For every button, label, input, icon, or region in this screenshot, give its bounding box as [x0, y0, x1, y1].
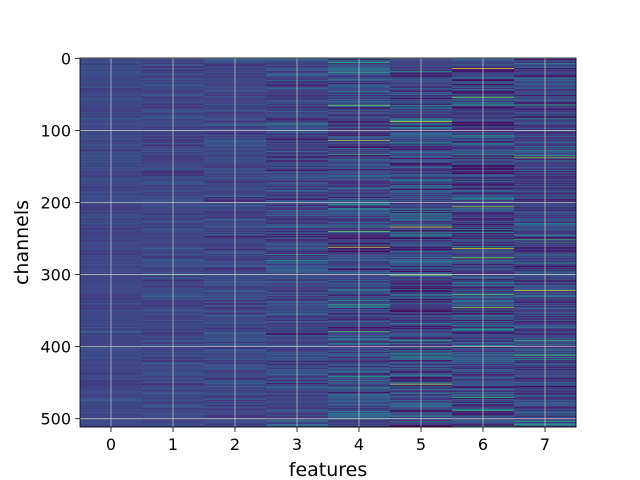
axes-frame	[79, 57, 577, 428]
x-tick-label: 5	[416, 435, 426, 454]
y-axis-ticks: 0 100 200 300 400 500	[40, 49, 80, 429]
y-tick-label: 0	[61, 49, 71, 68]
y-tick-label: 100	[40, 121, 71, 140]
x-tick-label: 6	[478, 435, 488, 454]
plot-area	[79, 57, 577, 428]
x-axis-label: features	[289, 459, 368, 480]
x-tick-label: 4	[354, 435, 364, 454]
y-tick-label: 300	[40, 266, 71, 285]
y-tick-label: 500	[40, 410, 71, 429]
grid-lines	[80, 57, 576, 427]
y-axis-label: channels	[11, 200, 33, 285]
y-tick-label: 200	[40, 194, 71, 213]
x-axis-ticks: 0 1 2 3 4 5 6 7	[106, 427, 550, 454]
x-tick-label: 0	[106, 435, 116, 454]
x-tick-label: 3	[292, 435, 302, 454]
y-tick-label: 400	[40, 338, 71, 357]
heatmap-cells	[80, 58, 577, 428]
x-tick-label: 2	[230, 435, 240, 454]
x-tick-label: 7	[540, 435, 550, 454]
x-tick-label: 1	[168, 435, 178, 454]
